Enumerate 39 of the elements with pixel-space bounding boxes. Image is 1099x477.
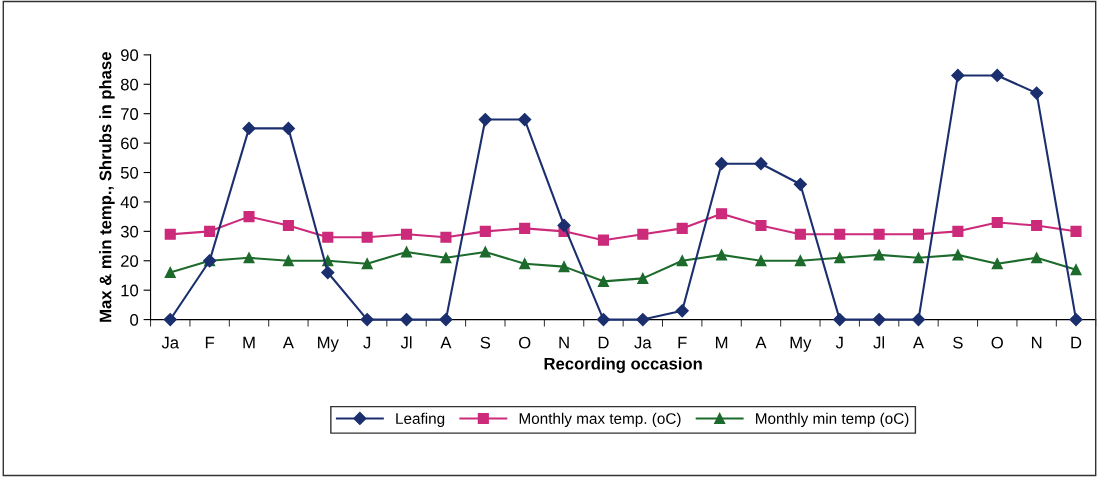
x-tick-label: S bbox=[480, 336, 491, 349]
y-tick-label: 30 bbox=[120, 225, 139, 238]
x-tick-label: A bbox=[440, 336, 452, 349]
y-tick-label: 60 bbox=[121, 137, 139, 150]
x-axis-title: Recording occasion bbox=[544, 357, 702, 373]
legend-label: Leafing bbox=[396, 412, 445, 427]
x-tick-label: M bbox=[243, 336, 255, 349]
x-tick-label: F bbox=[678, 336, 687, 349]
x-tick-label: M bbox=[716, 336, 728, 349]
x-tick-label: J bbox=[835, 336, 843, 349]
y-tick-label: 0 bbox=[130, 313, 139, 326]
y-tick-label: 50 bbox=[120, 166, 139, 179]
x-tick-label: My bbox=[790, 336, 812, 352]
y-tick-label: 40 bbox=[120, 196, 139, 209]
x-tick-label: A bbox=[755, 336, 767, 349]
y-tick-label: 80 bbox=[120, 78, 139, 91]
x-tick-label: F bbox=[205, 336, 215, 349]
legend-label: Monthly min temp (oC) bbox=[756, 412, 909, 427]
x-tick-label: N bbox=[1031, 336, 1042, 349]
y-tick-label: 20 bbox=[121, 255, 139, 267]
x-tick-label: N bbox=[559, 336, 569, 349]
x-tick-label: D bbox=[598, 336, 609, 349]
legend-label: Monthly max temp. (oC) bbox=[519, 412, 681, 427]
x-tick-label: O bbox=[518, 336, 531, 349]
x-tick-label: A bbox=[912, 336, 925, 349]
y-tick-label: 70 bbox=[121, 108, 139, 120]
x-tick-label: J bbox=[363, 336, 371, 349]
x-tick-label: Jl bbox=[873, 336, 885, 349]
x-tick-label: D bbox=[1071, 336, 1082, 349]
x-tick-label: Ja bbox=[634, 336, 652, 349]
y-tick-label: 90 bbox=[121, 49, 139, 62]
x-tick-label: Ja bbox=[161, 336, 180, 349]
y-axis-title: Max & min temp., Shrubs in phase bbox=[99, 52, 115, 322]
x-tick-label: A bbox=[282, 336, 294, 349]
x-tick-label: S bbox=[953, 336, 963, 349]
x-tick-label: Jl bbox=[400, 336, 412, 349]
x-tick-label: O bbox=[991, 336, 1003, 349]
x-tick-label: My bbox=[318, 336, 339, 352]
y-tick-label: 10 bbox=[121, 284, 139, 297]
